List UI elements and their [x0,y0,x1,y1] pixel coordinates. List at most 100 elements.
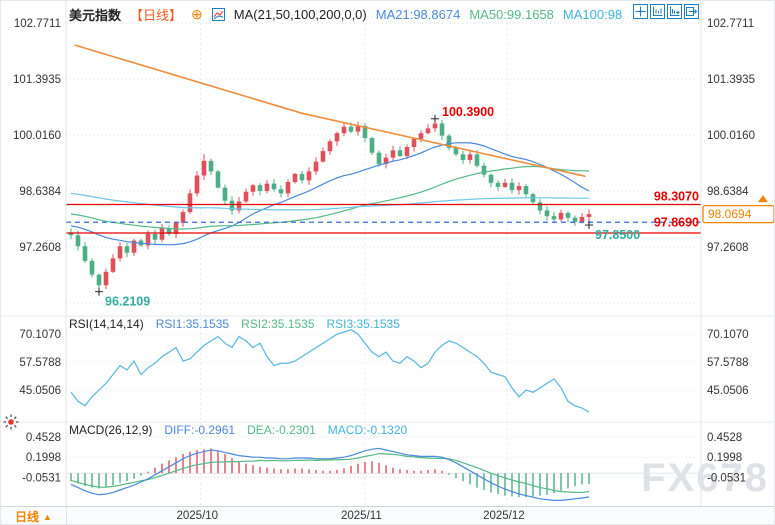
candle-body [495,182,501,187]
candle-body [369,138,375,153]
candle-body [355,125,361,132]
ma50-value: MA50:99.1658 [469,7,554,22]
candle-body [257,185,263,191]
candle-body [236,201,242,211]
trendline [74,44,586,178]
candle-body [551,216,557,220]
candle-body [152,234,158,240]
period-tag[interactable]: 【日线】 [130,8,183,23]
candle-body [334,133,340,142]
price-marker-label: 100.3900 [442,105,494,119]
candle-body [250,185,256,192]
rsi2-value: RSI2:35.1535 [241,317,315,331]
scale-price-axis-icon[interactable] [650,4,665,19]
macd-axis-label-left: 0.1998 [26,452,61,464]
price-axis-label-left: 98.6384 [19,186,61,198]
candle-body [68,232,74,236]
rsi1-value: RSI1:35.1535 [155,317,230,331]
ma21-value: MA21:98.8674 [375,7,461,22]
price-axis-label-right: 101.3935 [707,74,755,86]
candle-body [166,228,172,235]
candle-body [509,182,515,191]
candle-body [89,260,95,275]
pan-icon[interactable] [633,4,648,19]
symbol-title: 美元指数 [69,8,122,23]
candle-body [502,182,508,187]
candle-body [404,147,410,156]
candle-body [222,187,228,201]
macd-value: MACD:-0.1320 [327,423,408,437]
candle-body [341,126,347,134]
candle-body [558,212,564,220]
candle-body [117,246,123,259]
candle-body [432,123,438,129]
candle-body [376,152,382,165]
candle-body [243,191,249,202]
candle-body [474,154,480,166]
price-axis-label-left: 101.3935 [13,74,61,86]
price-axis-label-right: 97.2608 [707,242,749,254]
macd-axis-label-left: -0.0531 [22,472,61,484]
candle-body [579,216,585,222]
macd-axis-label-right: 0.1998 [707,452,742,464]
candle-body [278,189,284,194]
go-to-latest-icon[interactable] [684,4,699,19]
candle-body [215,171,221,188]
date-label: 2025/11 [341,510,382,522]
add-indicator-icon[interactable]: ⊕ [191,6,203,22]
candle-body [586,214,592,217]
candle-body [516,186,522,191]
rsi-params-label: RSI(14,14,14) [69,317,144,331]
candle-body [124,246,130,253]
candle-body [397,150,403,156]
macd-axis-label-left: 0.4528 [26,432,61,444]
price-axis-label-left: 97.2608 [19,242,61,254]
period-selector[interactable]: 日线 ▲ [1,507,67,524]
period-label: 日线 [15,510,40,524]
candle-body [481,165,487,175]
rsi-line [70,329,590,413]
rsi-axis-label-left: 57.5788 [19,357,61,369]
candle-body [320,151,326,162]
ma100-line [70,192,589,211]
candle-body [187,193,193,213]
fx678-watermark: FX678 [641,456,769,500]
price-marker-label: 96.2109 [105,295,150,309]
candle-body [313,161,319,172]
ma50-line [70,165,590,230]
candle-body [383,157,389,165]
candle-body [537,202,543,211]
candle-body [523,186,529,195]
time-axis-bar: 日线 ▲ 2025/10 2025/11 2025/12 [1,506,774,524]
candle-body [362,125,368,139]
last-price-tag [702,204,774,224]
scale-time-axis-icon[interactable] [667,4,682,19]
diff-value: DIFF:-0.2961 [164,423,236,437]
candle-body [327,141,333,152]
dea-value: DEA:-0.2301 [247,423,316,437]
sr-line-label: 97.8690 [654,215,699,229]
candle-body [96,274,102,286]
candle-body [390,150,396,158]
macd-params-label: MACD(26,12,9) [69,423,153,437]
candle-body [544,210,550,217]
candle-body [145,234,151,246]
candle-body [180,212,186,223]
candle-body [229,200,235,211]
price-axis-label-right: 100.0160 [707,130,755,142]
sr-line-label: 98.3070 [654,189,699,203]
chart-toolbar [633,4,699,19]
ma100-value: MA100:98 [562,7,623,22]
price-marker-label: 97.8500 [595,228,640,242]
price-up-arrow-icon [758,195,768,203]
candle-body [446,135,452,148]
ma21-line [70,142,590,246]
candle-body [292,173,298,182]
ma-indicator-icon[interactable] [211,8,225,21]
last-price-value: 98.0694 [708,207,752,221]
macd-axis-label-right: 0.4528 [707,432,742,444]
ma-params-label: MA(21,50,100,200,0,0) [233,7,367,22]
candle-body [201,160,207,176]
